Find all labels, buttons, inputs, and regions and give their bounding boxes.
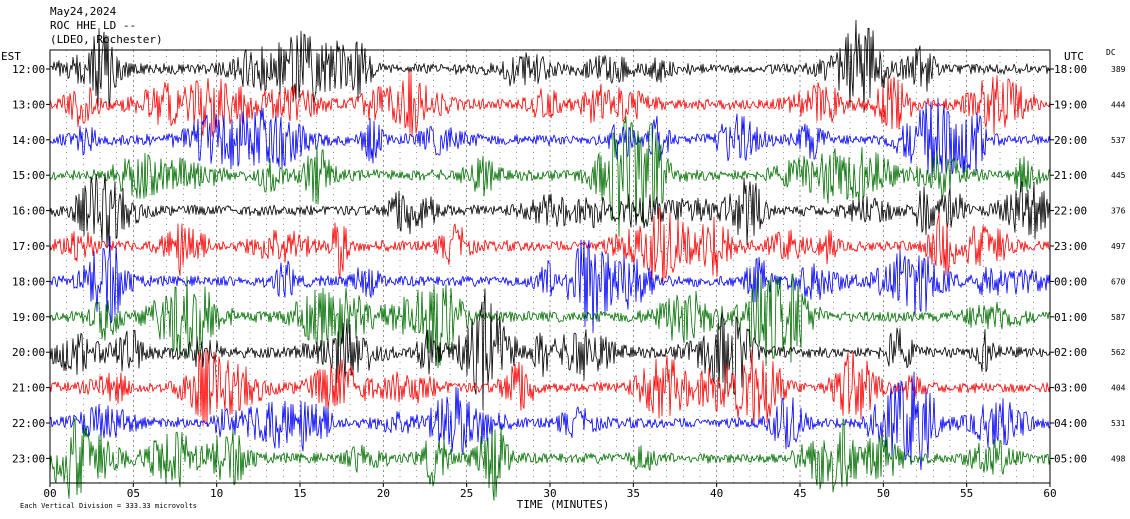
x-tick-label: 10 <box>210 487 223 500</box>
x-tick-label: 00 <box>43 487 56 500</box>
trace-row <box>49 172 1051 248</box>
utc-hour-label: 20:00 <box>1054 134 1087 147</box>
est-hour-label: 17:00 <box>12 240 45 253</box>
est-hour-label: 16:00 <box>12 205 45 218</box>
utc-hour-label: 01:00 <box>1054 311 1087 324</box>
x-tick-label: 35 <box>627 487 640 500</box>
dc-label: DC <box>1106 48 1116 57</box>
chart-title-date: May24,2024 <box>50 5 117 18</box>
est-hour-label: 19:00 <box>12 311 45 324</box>
trace-row <box>49 116 1051 238</box>
utc-hour-label: 18:00 <box>1054 63 1087 76</box>
footer-note: Each Vertical Division = 333.33 microvol… <box>20 502 197 510</box>
chart-title-station: ROC HHE LD -- <box>50 19 136 32</box>
est-hour-label: 22:00 <box>12 417 45 430</box>
x-tick-label: 45 <box>793 487 806 500</box>
est-hour-label: 14:00 <box>12 134 45 147</box>
x-tick-label: 55 <box>960 487 973 500</box>
utc-hour-label: 04:00 <box>1054 417 1087 430</box>
trace-row <box>49 208 1051 283</box>
trace-row <box>49 417 1051 501</box>
dc-offset-value: 389 <box>1111 65 1126 74</box>
left-axis-label: EST <box>1 50 21 63</box>
axes-labels: 00 05 10 15 20 25 30 35 40 45 50 55 60 12:00 18:00 389 1… <box>12 63 1126 500</box>
plot-grid <box>66 50 1034 483</box>
est-hour-label: 20:00 <box>12 346 45 359</box>
x-tick-label: 25 <box>460 487 473 500</box>
dc-offset-value: 531 <box>1111 419 1126 428</box>
utc-hour-label: 05:00 <box>1054 452 1087 465</box>
utc-hour-label: 00:00 <box>1054 275 1087 288</box>
x-axis-label: TIME (MINUTES) <box>517 498 610 511</box>
x-tick-label: 20 <box>377 487 390 500</box>
trace-row <box>49 97 1051 178</box>
x-tick-label: 40 <box>710 487 723 500</box>
dc-offset-value: 444 <box>1111 100 1126 109</box>
x-tick-label: 60 <box>1043 487 1056 500</box>
dc-offset-value: 497 <box>1111 242 1126 251</box>
right-axis-label: UTC <box>1064 50 1084 63</box>
x-tick-label: 15 <box>293 487 306 500</box>
utc-hour-label: 03:00 <box>1054 382 1087 395</box>
est-hour-label: 23:00 <box>12 452 45 465</box>
est-hour-label: 21:00 <box>12 382 45 395</box>
utc-hour-label: 21:00 <box>1054 169 1087 182</box>
dc-offset-value: 404 <box>1111 384 1126 393</box>
dc-offset-value: 537 <box>1111 136 1126 145</box>
utc-hour-label: 02:00 <box>1054 346 1087 359</box>
dc-offset-value: 445 <box>1111 171 1126 180</box>
est-hour-label: 12:00 <box>12 63 45 76</box>
est-hour-label: 18:00 <box>12 275 45 288</box>
x-tick-label: 50 <box>877 487 890 500</box>
trace-row <box>49 371 1051 471</box>
dc-offset-value: 587 <box>1111 313 1126 322</box>
trace-row <box>49 349 1051 427</box>
chart-title-network: (LDEO, Rochester) <box>50 33 163 46</box>
x-tick-label: 05 <box>127 487 140 500</box>
utc-hour-label: 23:00 <box>1054 240 1087 253</box>
dc-offset-value: 376 <box>1111 207 1126 216</box>
dc-offset-value: 670 <box>1111 277 1126 286</box>
est-hour-label: 13:00 <box>12 98 45 111</box>
utc-hour-label: 19:00 <box>1054 98 1087 111</box>
dc-offset-value: 498 <box>1111 454 1126 463</box>
trace-row <box>49 19 1051 113</box>
x-tick-label: 30 <box>543 487 556 500</box>
trace-row <box>49 235 1051 334</box>
seismic-traces <box>49 19 1051 501</box>
dc-offset-value: 562 <box>1111 348 1126 357</box>
utc-hour-label: 22:00 <box>1054 205 1087 218</box>
est-hour-label: 15:00 <box>12 169 45 182</box>
trace-row <box>49 273 1051 369</box>
trace-row <box>49 288 1051 411</box>
